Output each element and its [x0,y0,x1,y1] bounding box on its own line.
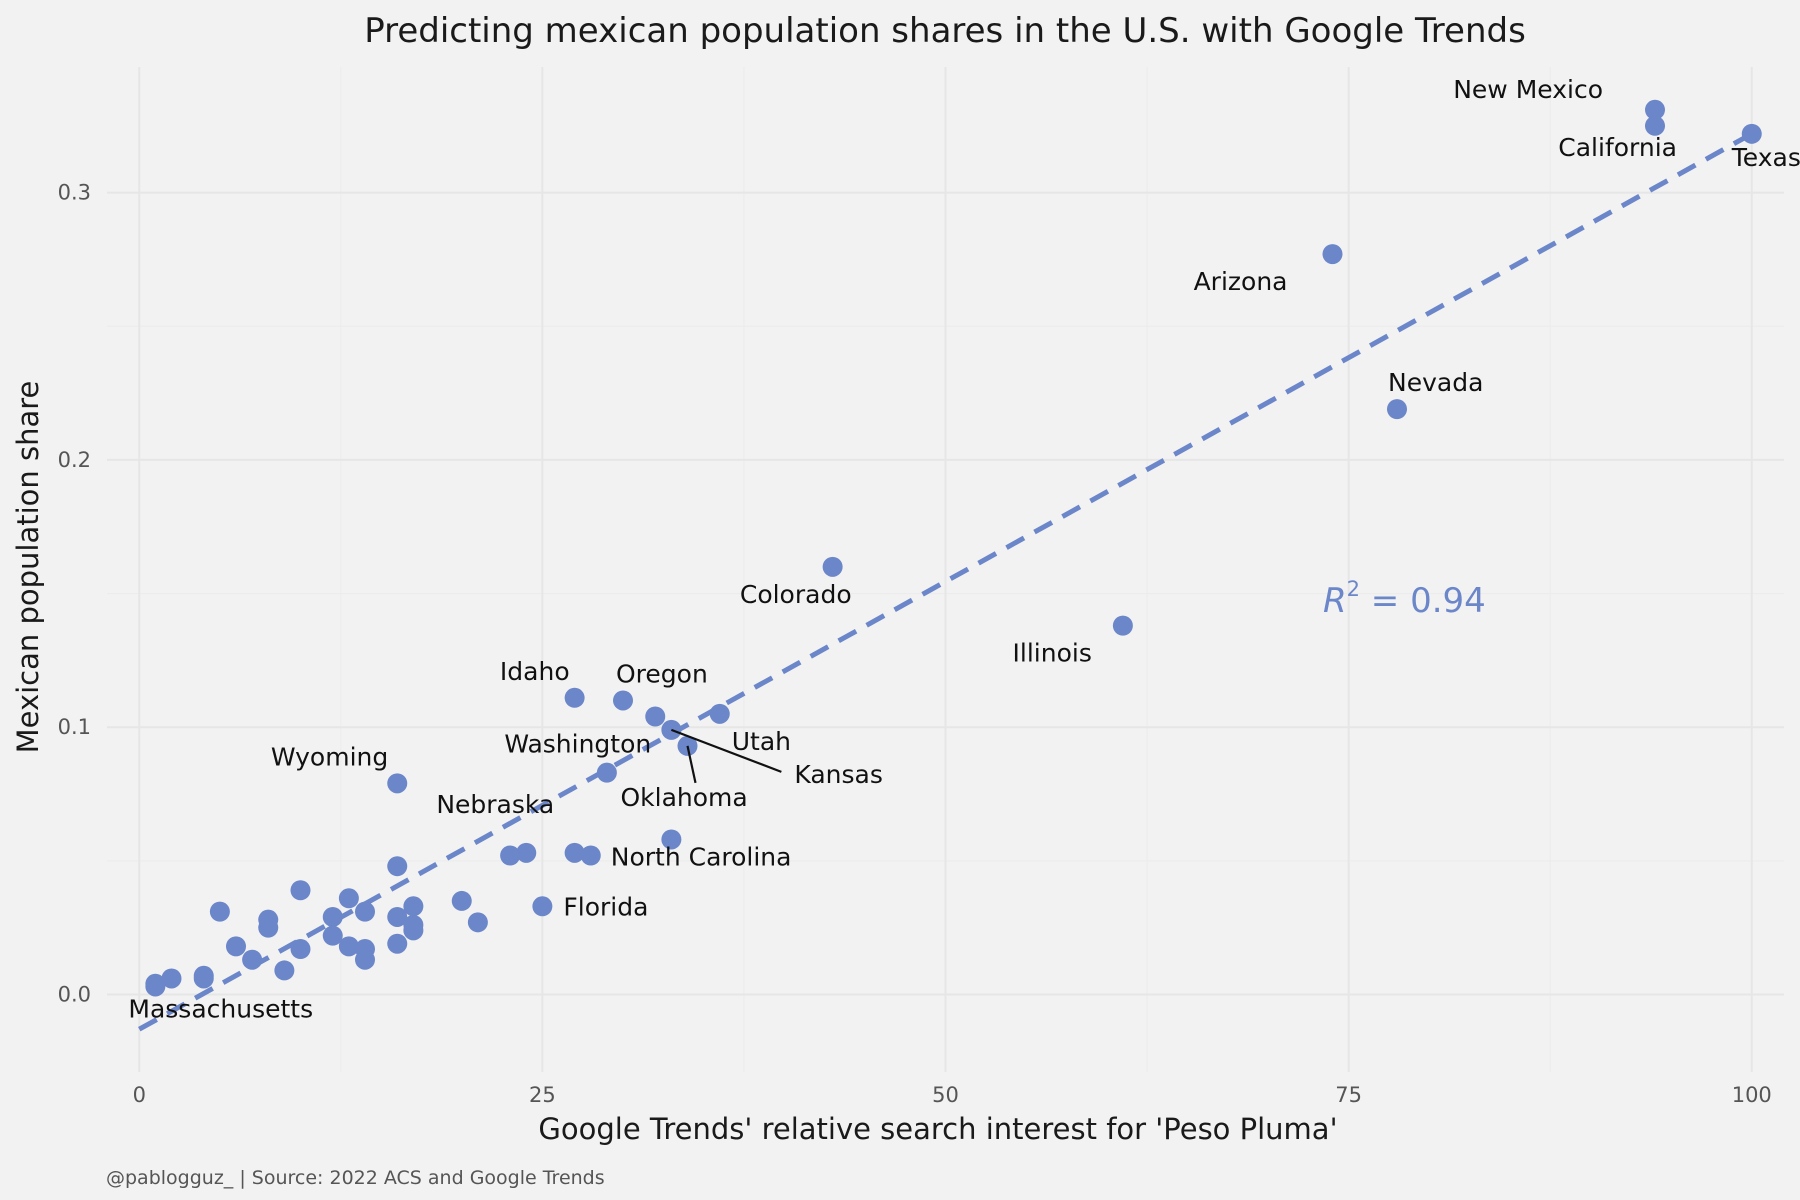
point-label: Massachusetts [128,994,313,1023]
point-label: Utah [732,727,791,756]
data-point [322,906,343,927]
data-point [451,890,472,911]
r-squared-value: = 0.94 [1360,581,1486,621]
data-point [322,925,343,946]
point-label: New Mexico [1453,75,1603,104]
data-point [403,896,424,917]
point-label: Idaho [500,657,570,686]
x-axis-title: Google Trends' relative search interest … [538,1112,1337,1146]
data-point [564,842,585,863]
data-point [226,936,246,957]
data-point [338,888,359,909]
data-point [193,968,214,989]
data-point [467,912,488,933]
point-label: Oregon [616,659,708,688]
data-point [290,939,311,960]
data-point [274,960,295,981]
y-tick-label: 0.2 [58,448,91,472]
point-labels: New Mexico California Texas Arizona Nevada Co… [128,75,1800,1024]
trend-line-group [138,131,1753,1032]
data-point [822,556,843,577]
r-squared-base: R [1323,581,1347,621]
data-point [532,896,553,917]
data-point [709,703,730,724]
y-tick-label: 0.0 [58,982,91,1006]
leader-line [686,745,697,784]
data-point [516,842,537,863]
r-squared-exponent: 2 [1347,577,1360,601]
data-point [1322,244,1343,265]
leader-line [670,728,782,773]
data-point [1645,99,1665,120]
data-point [387,906,408,927]
y-tick-label: 0.1 [58,715,91,739]
point-label: Wyoming [271,742,388,771]
data-point [161,968,182,989]
tick-labels: 0 25 50 75 100 0.0 0.1 0.2 0.3 [58,181,1772,1107]
data-point [387,933,408,954]
r-squared-annotation: R2 = 0.94 [1323,577,1486,621]
data-point [596,762,617,783]
data-point [403,920,424,941]
data-point [580,845,601,866]
points-group [145,99,1762,997]
point-label: California [1558,133,1677,162]
point-label: Arizona [1194,267,1288,296]
data-point [242,949,263,970]
y-tick-label: 0.3 [58,181,91,205]
trend-line [138,131,1753,1032]
data-point [1387,399,1407,420]
y-axis-title: Mexican population share [11,381,45,754]
data-point [258,917,279,938]
x-tick-label: 75 [1335,1083,1362,1107]
data-point [1741,123,1762,144]
caption: @pablogguz_ | Source: 2022 ACS and Googl… [106,1167,605,1189]
data-point [1112,615,1133,636]
x-tick-label: 50 [932,1083,959,1107]
data-point [355,901,375,922]
point-label: Colorado [740,580,852,609]
point-label: North Carolina [611,842,792,871]
data-point [338,936,359,957]
point-label: Nevada [1388,368,1483,397]
data-point [145,976,166,997]
data-point [661,829,682,850]
data-point [645,706,666,727]
data-point [500,845,521,866]
point-label: Texas [1731,143,1800,172]
leader-lines [670,728,782,784]
point-label: Washington [504,730,651,759]
data-point [613,690,633,711]
chart-title: Predicting mexican population shares in … [364,11,1526,51]
data-point [387,773,408,794]
point-label: Kansas [794,760,883,789]
data-point [387,856,408,877]
x-tick-label: 0 [133,1083,146,1107]
data-point [290,880,311,901]
data-point [355,949,375,970]
point-label: Illinois [1013,639,1092,668]
grid [107,67,1784,1072]
x-tick-label: 100 [1732,1083,1772,1107]
x-tick-label: 25 [529,1083,556,1107]
point-label: Florida [563,892,648,921]
data-point [564,687,585,708]
point-label: Oklahoma [621,783,748,812]
data-point [1645,115,1665,136]
point-label: Nebraska [436,790,554,819]
data-point [209,901,230,922]
